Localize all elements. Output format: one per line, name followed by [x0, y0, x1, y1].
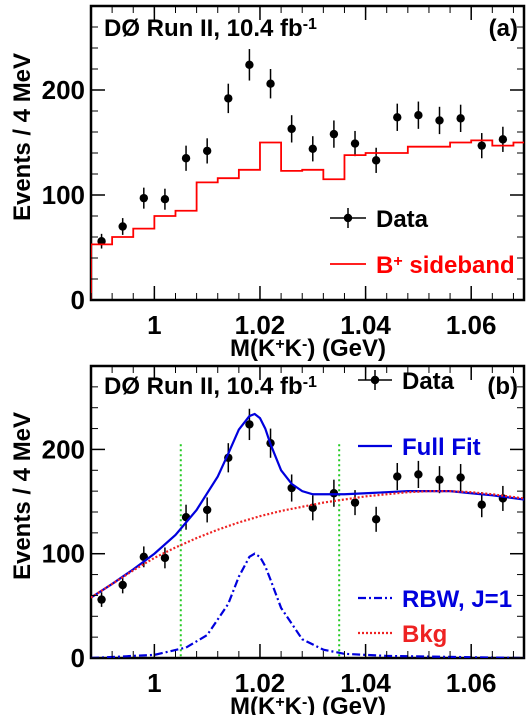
legend: Data B+ sideband	[330, 206, 515, 279]
x-tick-label: 1.02	[235, 668, 286, 698]
x-axis-label-sup: -	[302, 336, 307, 353]
x-axis-label-part: ) (GeV)	[307, 693, 386, 715]
legend-sideband-label: B+ sideband	[376, 252, 515, 279]
data-point	[350, 139, 360, 148]
fit-curve-rbw-j-1	[91, 552, 524, 658]
data-point	[245, 420, 254, 429]
data-point	[118, 580, 127, 590]
legend-label-rbw-j-1: RBW, J=1	[402, 586, 512, 613]
data-point	[371, 515, 381, 524]
x-axis-label-sup: +	[275, 694, 284, 711]
data-point	[97, 237, 106, 246]
x-axis-label-sup: -	[302, 694, 307, 711]
legend-label-full-fit: Full Fit	[402, 434, 481, 461]
x-axis-label-sup: +	[275, 336, 284, 353]
legend-data-label: Data	[376, 206, 429, 233]
data-point	[414, 470, 423, 479]
panel-label: (b)	[487, 373, 518, 400]
data-point	[181, 154, 191, 163]
data-point	[371, 156, 381, 165]
plot-area	[91, 49, 524, 300]
data-point	[287, 124, 296, 134]
data-point	[477, 141, 486, 150]
data-point	[118, 222, 127, 231]
legend-data-marker	[370, 375, 380, 385]
plot-area	[91, 408, 524, 658]
x-tick-label: 1.06	[446, 310, 497, 340]
x-axis-label-part: ) (GeV)	[307, 335, 386, 362]
data-point	[202, 505, 212, 515]
run-annotation: DØ Run II, 10.4 fb-1	[104, 373, 317, 400]
y-tick-label: 100	[42, 539, 85, 569]
legend-data-label: Data	[402, 368, 455, 395]
data-point	[393, 472, 402, 481]
x-axis-label-part: K	[285, 693, 303, 715]
data-point	[456, 114, 465, 123]
y-tick-label: 200	[42, 434, 85, 464]
data-point	[97, 595, 106, 604]
run-annotation-sup: -1	[303, 374, 317, 391]
x-axis-label-part: M(K	[230, 693, 276, 715]
x-tick-label: 1.06	[446, 668, 497, 698]
data-point	[414, 111, 423, 120]
data-point	[202, 146, 212, 156]
legend-data-marker	[343, 213, 353, 223]
x-axis-label-part: K	[285, 335, 303, 362]
data-point	[329, 129, 339, 139]
y-tick-label: 0	[71, 285, 85, 315]
plot-frame	[89, 364, 526, 660]
legend-label-bkg: Bkg	[402, 621, 447, 648]
x-axis-label-part: M(K	[230, 335, 276, 362]
legend-sideband-rest: sideband	[403, 252, 515, 279]
x-axis-label: M(K+K-) (GeV)	[230, 693, 386, 715]
data-point	[160, 553, 170, 563]
panel-label: (a)	[489, 15, 518, 42]
x-tick-label: 1.02	[235, 310, 286, 340]
fit-curve-bkg	[91, 490, 524, 599]
data-point	[224, 94, 233, 103]
x-tick-label: 1	[147, 310, 161, 340]
legend-sideband-sup: +	[393, 253, 402, 270]
data-point	[435, 475, 444, 484]
legend: Data Full Fit RBW, J=1 Bkg	[358, 368, 512, 648]
data-point	[498, 135, 508, 144]
data-point	[435, 116, 444, 125]
data-point	[456, 473, 465, 482]
x-tick-label: 1.04	[340, 310, 391, 340]
data-point	[160, 195, 170, 204]
x-axis-label: M(K+K-) (GeV)	[230, 335, 386, 362]
data-point	[139, 193, 149, 203]
data-point	[477, 500, 486, 509]
y-tick-label: 200	[42, 75, 85, 105]
run-annotation-sup: -1	[303, 16, 317, 33]
data-point	[266, 79, 275, 88]
chart-panel-b: 1 1.02 1.04 1.06 0 100 200 M(K+K-) (GeV) Events …	[9, 364, 526, 715]
y-axis-label: Events / 4 MeV	[9, 412, 36, 580]
data-point	[245, 60, 254, 69]
y-tick-label: 100	[42, 180, 85, 210]
data-point	[393, 113, 402, 122]
x-tick-label: 1	[147, 668, 161, 698]
data-point	[308, 144, 317, 153]
y-axis-label: Events / 4 MeV	[9, 53, 36, 221]
data-point	[350, 498, 360, 507]
sideband-histogram	[91, 139, 524, 300]
run-annotation: DØ Run II, 10.4 fb-1	[104, 15, 317, 42]
x-tick-label: 1.04	[340, 668, 391, 698]
y-tick-label: 0	[71, 643, 85, 673]
